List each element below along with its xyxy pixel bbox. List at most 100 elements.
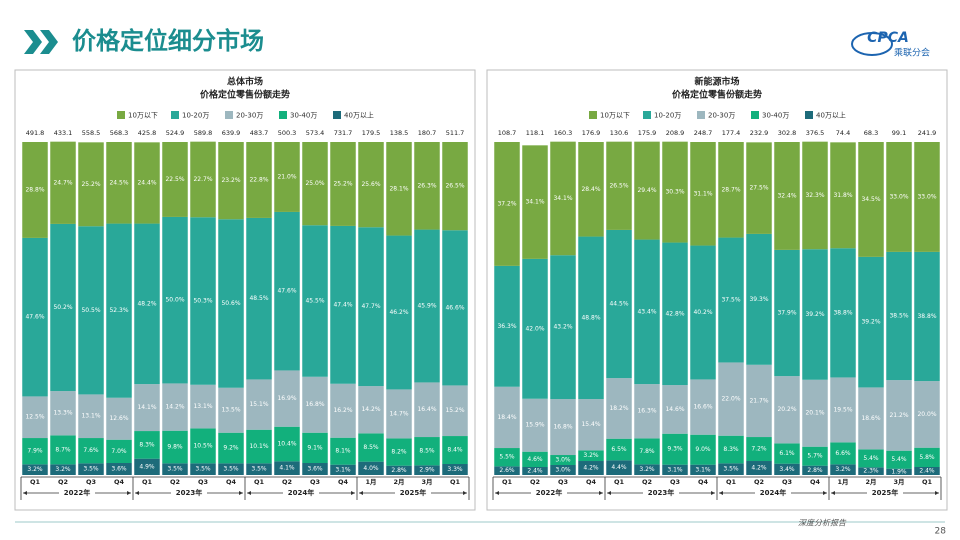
value-label: 50.5% [81,307,100,314]
x-tick-label: 1月 [365,478,376,486]
value-label: 13.1% [81,413,100,420]
arrow-head [463,491,467,495]
value-label: 21.0% [277,173,296,180]
bar-segment [858,142,884,257]
value-label: 47.4% [333,301,352,308]
value-label: 4.9% [139,463,155,470]
bar-segment [802,249,828,380]
value-label: 3.1% [667,466,683,473]
value-label: 2.4% [527,468,543,475]
value-label: 43.2% [553,324,572,331]
chart-subtitle: 价格定位零售份额走势 [200,89,290,101]
bar-segment [690,464,716,475]
total-label: 639.9 [222,129,241,137]
value-label: 4.6% [527,456,543,463]
value-label: 28.8% [25,186,44,193]
value-label: 9.0% [695,446,711,453]
bar-segment [802,141,828,250]
arrow-head [239,491,243,495]
bar-segment [330,437,356,465]
total-label: 130.6 [610,129,629,137]
value-label: 2.9% [419,467,435,474]
bar-segment [578,461,604,475]
bar-segment [858,387,884,450]
bar-segment [662,385,688,434]
bar-segment [330,225,356,384]
value-label: 3.0% [555,457,571,464]
value-label: 7.6% [83,447,99,454]
total-label: 74.4 [836,129,850,137]
value-label: 48.5% [249,295,268,302]
total-label: 573.4 [306,129,325,137]
bar-segment [802,379,828,447]
bar-segment [190,463,216,475]
value-label: 13.3% [53,410,72,417]
bar-segment [50,391,76,436]
value-label: 5.7% [807,453,823,460]
value-label: 34.5% [861,196,880,203]
bar-segment [218,142,244,220]
value-label: 8.3% [139,441,155,448]
value-label: 28.4% [581,186,600,193]
bar-segment [78,226,104,395]
chart-title: 新能源市场 [694,76,739,88]
value-label: 36.3% [497,323,516,330]
value-label: 43.4% [637,308,656,315]
value-label: 52.3% [109,307,128,314]
value-label: 38.8% [833,309,852,316]
value-label: 14.7% [389,410,408,417]
bar-segment [774,249,800,377]
bar-segment [690,379,716,435]
bar-segment [134,384,160,432]
value-label: 4.4% [611,464,627,471]
bar-segment [190,384,216,429]
bar-segment [246,142,272,218]
bar-segment [414,465,440,475]
value-label: 25.2% [81,181,100,188]
x-tick-label: Q2 [58,478,68,486]
total-label: 180.7 [418,129,437,137]
total-label: 176.9 [582,129,601,137]
legend-swatch [589,111,597,119]
x-tick-label: Q1 [922,478,933,486]
arrow-head [495,491,499,495]
bar-segment [662,433,688,465]
value-label: 31.1% [693,190,712,197]
legend-swatch [117,111,125,119]
value-label: 13.5% [221,407,240,414]
bar-segment [746,437,772,462]
value-label: 24.5% [109,179,128,186]
value-label: 29.4% [637,187,656,194]
x-tick-label: Q4 [698,478,709,486]
x-tick-label: Q1 [450,478,461,486]
value-label: 39.2% [861,319,880,326]
value-label: 5.5% [499,454,515,461]
total-label: 138.5 [390,129,409,137]
value-label: 28.1% [389,185,408,192]
bar-segment [550,455,576,466]
legend-label: 30-40万 [762,112,789,120]
value-label: 33.0% [889,193,908,200]
value-label: 16.4% [417,406,436,413]
value-label: 4.0% [363,465,379,472]
value-label: 3.4% [779,466,795,473]
bar-segment [550,465,576,475]
group-label: 2024年 [288,488,314,497]
bar-segment [746,461,772,475]
legend-label: 40万以上 [344,111,374,120]
bar-segment [522,451,548,468]
value-label: 22.5% [165,176,184,183]
value-label: 38.5% [889,312,908,319]
bar-segment [802,465,828,475]
bar-segment [690,245,716,380]
bar-segment [386,389,412,439]
value-label: 42.8% [665,310,684,317]
bar-segment [606,378,632,439]
x-tick-label: Q4 [338,478,349,486]
x-tick-label: 3月 [421,478,432,486]
bar-segment [634,438,660,465]
legend-label: 20-30万 [236,112,263,120]
value-label: 10.4% [277,441,296,448]
value-label: 4.1% [279,465,295,472]
value-label: 23.2% [221,177,240,184]
